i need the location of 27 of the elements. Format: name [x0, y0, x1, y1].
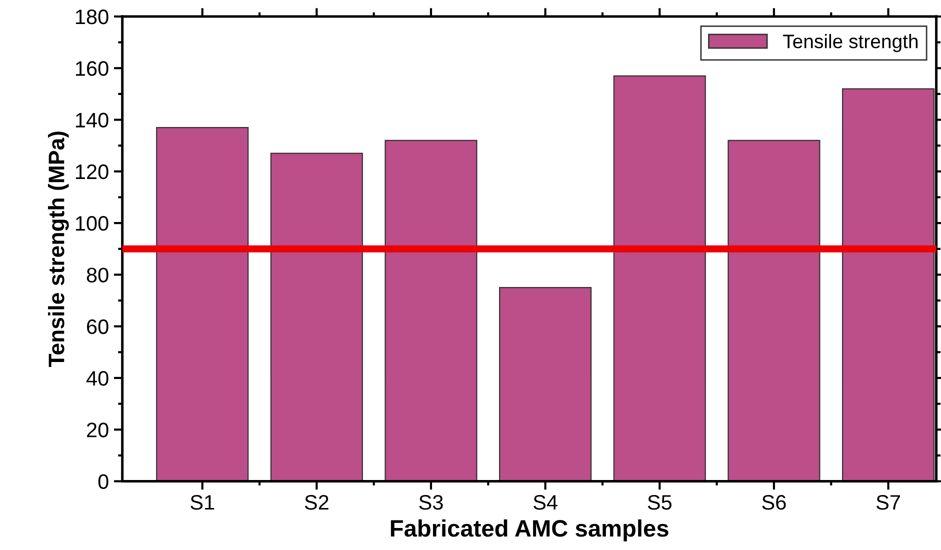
x-tick-label: S7 [876, 494, 900, 510]
y-tick-label: 0 [98, 474, 108, 490]
bar [499, 287, 592, 482]
y-tick-label: 40 [86, 370, 108, 386]
bar [613, 75, 706, 482]
legend-label: Tensile strength [783, 34, 918, 52]
x-tick-label: S3 [419, 494, 443, 510]
y-tick-label: 80 [86, 268, 108, 282]
bar [270, 152, 363, 482]
bar [842, 88, 935, 482]
y-tick-label: 60 [87, 319, 108, 334]
y-tick-label: 20 [87, 422, 108, 438]
bar [384, 140, 478, 482]
bar [156, 126, 249, 482]
x-tick-label: S5 [648, 494, 672, 510]
y-tick-label: 140 [76, 112, 108, 128]
y-tick-label: 120 [76, 164, 108, 180]
x-tick-label: S2 [304, 494, 328, 510]
y-axis-title: Tensile strength (MPa) [48, 132, 69, 367]
y-tick-label: 100 [76, 216, 108, 231]
x-tick-label: S6 [762, 494, 786, 510]
x-tick-label: S4 [534, 494, 558, 510]
bar [728, 140, 820, 482]
x-axis-title: Fabricated AMC samples [390, 519, 668, 542]
y-tick-label: 180 [76, 10, 108, 24]
x-tick-label: S1 [190, 494, 214, 510]
y-tick-label: 160 [76, 61, 108, 76]
